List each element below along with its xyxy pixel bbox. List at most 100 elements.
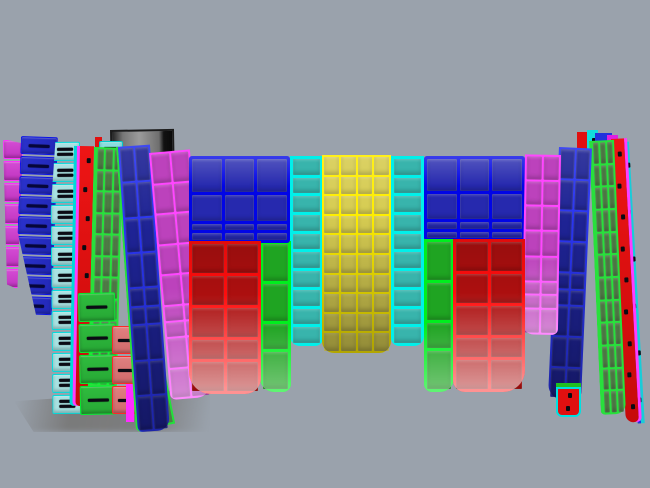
plate-label — [4, 149, 22, 151]
plate-label — [113, 368, 138, 373]
red-panels-right-grid — [453, 239, 525, 392]
panel-cell — [374, 274, 389, 293]
panel-cell — [95, 235, 103, 255]
plate-label-mark — [58, 316, 75, 319]
cyan-col-left-grid — [290, 156, 323, 346]
plate-label-mark — [59, 363, 76, 366]
label-dot — [568, 393, 572, 398]
panel-cell — [524, 282, 540, 294]
panel-cell — [459, 159, 490, 191]
red-panels-right — [453, 239, 525, 392]
panel-cell — [558, 180, 574, 210]
panel-cell — [293, 308, 320, 325]
panel-cell — [112, 214, 120, 234]
panel-cell — [613, 300, 620, 322]
panel-cell — [374, 294, 389, 312]
label-dot — [623, 309, 628, 315]
panel-cell — [324, 313, 339, 332]
panel-cell — [129, 288, 145, 306]
plate-label-mark — [87, 398, 109, 402]
plate-label-mark — [59, 405, 76, 408]
panel-cell — [609, 187, 615, 209]
panel-cell — [490, 305, 522, 335]
panel-cell — [140, 217, 156, 252]
panel-cell — [427, 351, 451, 389]
plate-label — [16, 302, 51, 308]
panel-cell — [492, 231, 522, 238]
plate-label — [52, 294, 80, 304]
panel-cell — [559, 149, 575, 179]
panel-cell — [357, 255, 373, 273]
panel-cell — [357, 294, 373, 312]
panel-cell — [394, 252, 421, 269]
plate-label-mark — [57, 211, 74, 214]
panel-cell — [492, 193, 522, 220]
plate-label — [17, 282, 52, 288]
plate-label — [113, 398, 138, 403]
panel-cell — [569, 290, 584, 306]
panel-cell — [394, 327, 421, 343]
plate-label-mark — [118, 338, 133, 342]
plate — [20, 136, 58, 155]
plate-label — [113, 338, 138, 343]
panel-cell — [609, 368, 616, 390]
panel-cell — [615, 345, 622, 367]
label-dot — [624, 277, 629, 283]
panel-cell — [95, 213, 103, 234]
panel-cell — [340, 196, 356, 214]
panel-cell — [357, 215, 373, 234]
cyan-col-left — [290, 156, 323, 346]
plate-label-mark — [58, 342, 75, 345]
panel-cell — [357, 274, 373, 293]
panel-cell — [324, 176, 339, 195]
plate — [78, 323, 117, 353]
panel-cell — [374, 235, 389, 253]
plate-label — [52, 273, 80, 283]
panel-cell — [263, 284, 288, 322]
panel-cell — [340, 157, 356, 175]
panel-cell — [324, 255, 339, 273]
panel-cell — [104, 213, 111, 234]
panel-cell — [599, 278, 605, 300]
panel-cell — [617, 391, 624, 412]
plate-label — [52, 210, 80, 220]
panel-cell — [594, 165, 600, 187]
panel-cell — [456, 360, 488, 389]
panel-cell — [606, 300, 613, 322]
plate-label-mark — [26, 224, 47, 228]
panel-cell — [575, 149, 590, 180]
panel-cell — [169, 367, 190, 398]
panel-cell — [394, 196, 421, 213]
panel-cell — [120, 147, 136, 182]
panel-cell — [226, 362, 258, 391]
panel-cell — [132, 325, 148, 360]
panel-cell — [293, 252, 320, 269]
panel-cell — [456, 305, 488, 335]
panel-cell — [394, 177, 421, 194]
panel-cell — [606, 278, 612, 300]
panel-cell — [224, 159, 255, 192]
panel-cell — [541, 257, 558, 281]
label-dot — [616, 183, 622, 189]
plate-label-mark — [58, 258, 75, 261]
panel-cell — [224, 233, 255, 240]
panel-cell — [324, 333, 339, 351]
panel-cell — [293, 196, 320, 213]
panel-cell — [135, 360, 151, 395]
right-bottom-tab — [556, 387, 581, 417]
plate-label-mark — [118, 368, 133, 372]
plate-label-mark — [23, 304, 44, 308]
plate-label-mark — [59, 379, 76, 382]
panel-cell — [340, 176, 356, 195]
panel-cell — [595, 187, 601, 209]
panel-cell — [374, 313, 389, 332]
label-dot — [82, 244, 87, 250]
panel-cell — [490, 273, 522, 303]
panel-cell — [543, 156, 559, 181]
plate-label-mark — [28, 164, 49, 168]
panel-cell — [340, 255, 356, 273]
panel-cell — [156, 214, 177, 244]
plate-label-mark — [58, 300, 75, 303]
panel-cell — [374, 196, 389, 214]
